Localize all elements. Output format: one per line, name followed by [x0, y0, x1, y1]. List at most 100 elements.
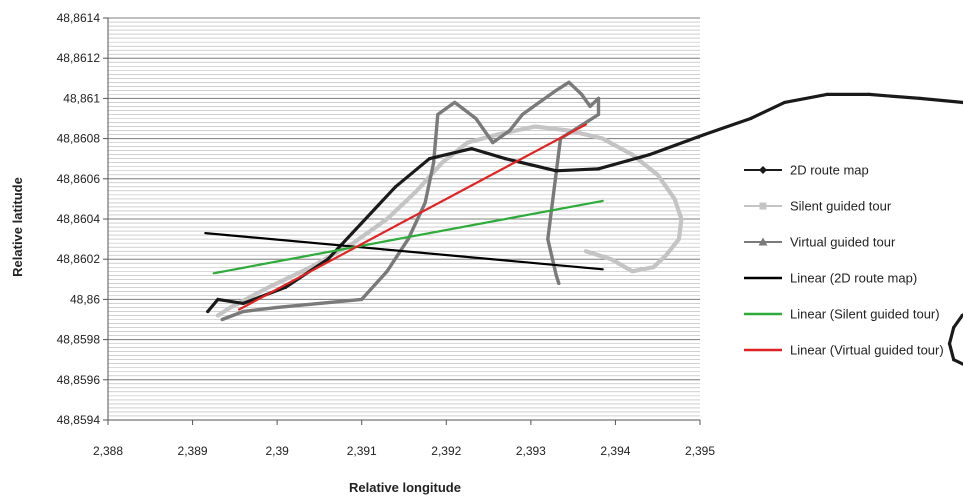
series-line	[238, 123, 587, 311]
series-virtual-guided-tour	[220, 80, 601, 322]
data-point	[385, 269, 389, 273]
data-point	[651, 265, 656, 269]
x-tick-label: 2,394	[600, 444, 630, 458]
data-point	[947, 342, 952, 346]
data-point	[216, 297, 220, 301]
data-point	[554, 169, 558, 173]
series-line	[212, 199, 604, 275]
data-point	[326, 257, 330, 261]
data-point	[630, 153, 634, 157]
axes	[107, 18, 701, 425]
data-point	[580, 92, 584, 96]
data-point	[596, 167, 601, 171]
legend-item: Linear (Virtual guided tour)	[744, 343, 944, 358]
x-axis-title: Relative longitude	[349, 480, 461, 495]
data-point	[647, 153, 651, 157]
data-point	[503, 157, 508, 161]
data-point	[360, 221, 364, 225]
data-point	[385, 217, 389, 221]
y-tick-label: 48,8598	[57, 333, 101, 347]
data-point	[220, 317, 224, 322]
data-point	[557, 281, 561, 285]
data-point	[229, 305, 233, 310]
data-point	[495, 132, 499, 137]
data-point	[918, 96, 922, 100]
legend: 2D route map Silent guided tour Virtual gu…	[744, 163, 944, 358]
y-axis-title: Relative latitude	[10, 177, 25, 277]
legend-label: Virtual guided tour	[790, 235, 896, 250]
plot-area: 2,388 2,389 2,39 2,391 2,392 2,393 2,394 2,395 …	[57, 11, 963, 458]
legend-item: Linear (2D route map)	[744, 271, 917, 286]
y-tick-label: 48,8612	[57, 51, 101, 65]
y-tick-labels: 48,8594 48,8596 48,8598 48,86 48,8602 48,8604…	[57, 11, 101, 427]
data-point	[206, 309, 210, 314]
data-point	[465, 141, 470, 145]
data-point	[423, 201, 427, 205]
data-point	[533, 124, 537, 129]
data-point	[952, 358, 956, 362]
data-point	[952, 325, 956, 330]
y-tick-label: 48,861	[63, 91, 100, 105]
series-linear-2d-route-map	[204, 232, 604, 271]
data-point	[427, 157, 431, 161]
data-point	[609, 257, 613, 261]
legend-label: Linear (2D route map)	[790, 271, 917, 286]
data-point	[241, 309, 245, 314]
y-tick-label: 48,8594	[57, 413, 101, 427]
minor-gridlines	[108, 21, 700, 417]
data-point	[673, 197, 677, 201]
data-point	[241, 301, 245, 306]
data-point	[749, 116, 753, 121]
legend-marker	[758, 237, 768, 246]
series-linear-virtual-guided-tour	[238, 123, 587, 311]
data-point	[960, 100, 963, 105]
data-point	[630, 269, 634, 273]
y-tick-label: 48,8614	[57, 11, 101, 25]
legend-label: Silent guided tour	[790, 199, 892, 214]
data-point	[702, 132, 706, 137]
data-point	[275, 305, 279, 310]
data-point	[360, 297, 364, 301]
data-point	[584, 249, 588, 253]
data-point	[601, 137, 605, 141]
data-point	[432, 161, 436, 165]
data-point	[216, 313, 220, 318]
x-tick-label: 2,388	[93, 444, 123, 458]
data-point	[508, 128, 512, 133]
legend-item: Silent guided tour	[744, 199, 892, 214]
data-point	[546, 237, 550, 241]
legend-item: 2D route map	[744, 163, 869, 178]
legend-marker	[759, 166, 767, 174]
y-tick-label: 48,8608	[57, 132, 101, 146]
data-point	[436, 112, 440, 117]
legend-label: 2D route map	[790, 163, 869, 178]
x-tick-labels: 2,388 2,389 2,39 2,391 2,392 2,393 2,394 2,395	[93, 444, 715, 458]
data-point	[415, 189, 419, 193]
legend-item: Linear (Silent guided tour)	[744, 307, 940, 322]
data-point	[782, 100, 787, 105]
y-tick-label: 48,86	[70, 292, 100, 306]
x-tick-label: 2,393	[516, 444, 546, 458]
data-point	[825, 92, 829, 96]
data-point	[679, 217, 683, 221]
x-tick-label: 2,39	[265, 444, 289, 458]
data-point	[440, 161, 444, 165]
data-point	[453, 100, 457, 105]
data-point	[656, 173, 660, 177]
y-tick-label: 48,8606	[57, 172, 101, 186]
data-point	[554, 273, 558, 277]
data-point	[267, 285, 271, 289]
legend-item: Virtual guided tour	[744, 235, 896, 250]
data-point	[537, 100, 541, 105]
series-line	[220, 80, 601, 322]
data-point	[393, 185, 398, 189]
series-layer	[204, 80, 963, 366]
data-point	[867, 92, 871, 96]
data-point	[284, 285, 288, 289]
data-point	[554, 88, 558, 92]
data-point	[677, 237, 681, 241]
data-point	[470, 147, 474, 151]
data-point	[664, 253, 668, 257]
